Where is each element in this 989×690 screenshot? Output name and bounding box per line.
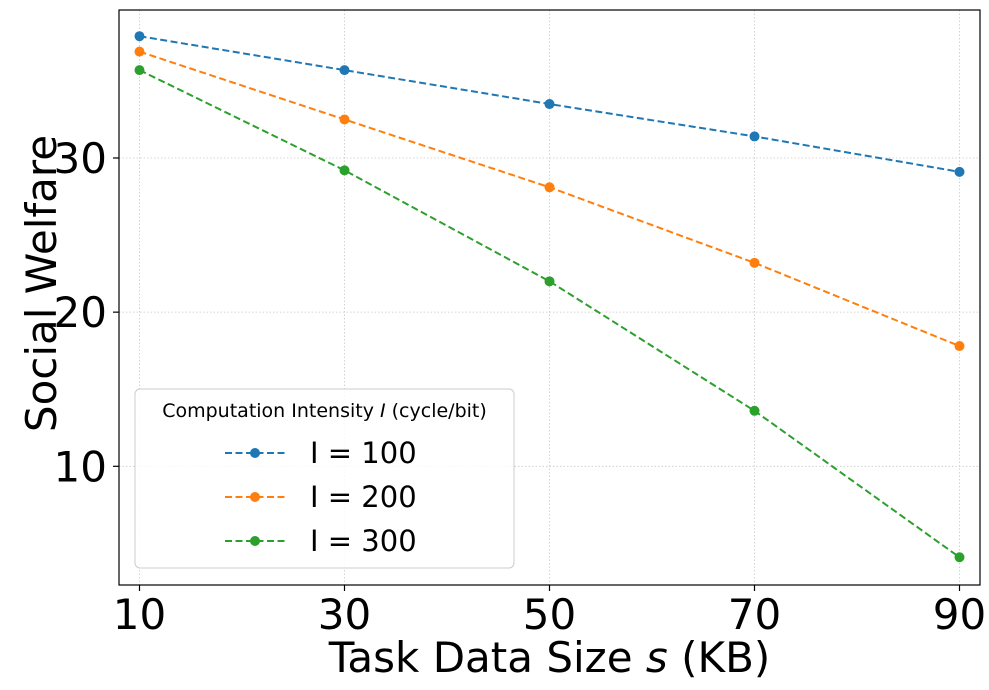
legend-label: I = 200 <box>310 480 417 514</box>
data-point <box>954 341 965 352</box>
series-line <box>139 69 961 559</box>
legend-box <box>134 388 515 569</box>
data-point <box>544 276 555 287</box>
data-point <box>134 65 145 76</box>
data-point <box>134 46 145 57</box>
legend-label: I = 100 <box>310 436 417 470</box>
x-tick-label: 10 <box>113 590 166 639</box>
x-axis-label-suffix: (KB) <box>668 633 770 682</box>
x-tick-label: 70 <box>728 590 781 639</box>
data-point <box>339 165 350 176</box>
y-tick-label: 10 <box>54 442 107 491</box>
y-tick-label: 30 <box>54 134 107 183</box>
data-point <box>954 166 965 177</box>
legend-label: I = 300 <box>310 524 417 558</box>
legend-entry: I = 300 <box>225 524 417 558</box>
x-axis-label: Task Data Size s (KB) <box>328 633 771 682</box>
ticks: 10 30 50 70 90 10 20 30 <box>54 134 987 639</box>
legend-marker <box>250 448 260 458</box>
data-point <box>954 552 965 563</box>
grid <box>119 10 980 585</box>
legend-entry: I = 100 <box>225 436 417 470</box>
data-point <box>749 131 760 142</box>
legend-title-prefix: Computation Intensity <box>162 400 380 422</box>
y-axis-label: Social Welfare <box>17 135 66 432</box>
series-1 <box>134 31 965 177</box>
legend-marker <box>250 492 260 502</box>
x-tick-label: 30 <box>318 590 371 639</box>
legend-marker <box>250 536 260 546</box>
series-2 <box>134 46 965 352</box>
legend-entry: I = 200 <box>225 480 417 514</box>
data-point <box>339 65 350 76</box>
data-point <box>749 257 760 268</box>
legend-title-variable: I <box>380 400 386 422</box>
legend: Computation Intensity I (cycle/bit) I = … <box>134 388 515 569</box>
data-point <box>544 99 555 110</box>
x-axis-label-variable: s <box>646 633 668 682</box>
series-layer <box>134 31 965 563</box>
x-axis-label-prefix: Task Data Size <box>328 633 646 682</box>
data-point <box>134 31 145 42</box>
data-point <box>544 182 555 193</box>
legend-title: Computation Intensity I (cycle/bit) <box>162 400 487 422</box>
data-point <box>749 405 760 416</box>
y-tick-label: 20 <box>54 288 107 337</box>
data-point <box>339 114 350 125</box>
x-tick-label: 90 <box>933 590 986 639</box>
legend-entries: I = 100 I = 200 I = 300 <box>225 436 417 558</box>
series-3 <box>134 65 965 563</box>
x-tick-label: 50 <box>523 590 576 639</box>
legend-title-suffix: (cycle/bit) <box>386 400 487 422</box>
